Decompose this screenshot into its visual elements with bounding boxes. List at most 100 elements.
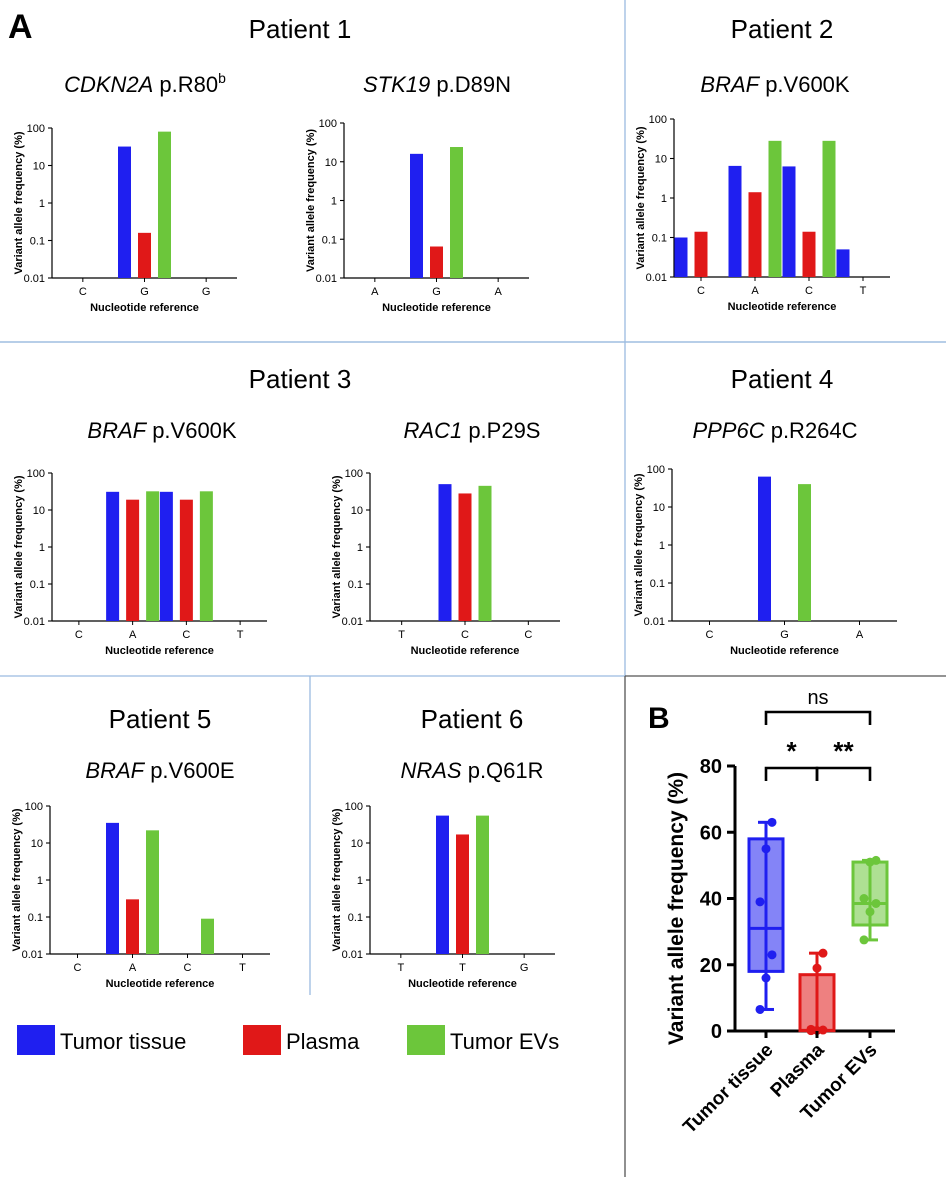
bar-tumor-evs [478,485,492,621]
y-tick-label: 0.1 [28,912,43,924]
y-tick-label: 0.1 [30,579,45,591]
mutation-label: p.Q61R [462,758,544,783]
bar-tumor-evs [822,140,836,277]
y-tick-label: 0.01 [24,273,45,285]
x-tick-label: A [494,286,502,298]
mutation-label: p.V600K [146,418,237,443]
y-tick-label: 0.1 [30,236,45,248]
data-point [865,907,875,917]
y-axis-label: Variant allele frequency (%) [11,808,23,951]
y-axis-label: Variant allele frequency (%) [13,131,25,274]
patient-title: Patient 2 [731,14,834,44]
data-point [806,1024,816,1034]
bar-tumor-evs [450,147,463,278]
x-tick-label: A [371,286,379,298]
patient-title: Patient 6 [421,704,524,734]
chart-title: BRAF p.V600E [85,758,234,783]
bar-tumor-tissue [410,153,423,278]
chart-title: RAC1 p.P29S [404,418,541,443]
y-tick-label: 60 [700,822,722,844]
y-tick-label: 0.01 [22,949,43,961]
bar-plasma [138,232,151,278]
y-tick-label: 10 [351,838,363,850]
panel-label-a: A [8,8,33,46]
bar-plasma [456,834,469,954]
chart-title: CDKN2A p.R80b [64,70,226,97]
x-axis-label: Nucleotide reference [728,301,837,313]
gene-name: BRAF [87,418,147,443]
x-tick-label: Tumor tissue [679,1040,777,1138]
y-tick-label: 1 [661,193,667,205]
bar-plasma [694,231,708,277]
bar-plasma [179,499,193,621]
chart-title: PPP6C p.R264C [692,418,857,443]
x-axis-label: Nucleotide reference [106,978,215,990]
legend-swatch-evs [407,1025,445,1055]
y-tick-label: 0.1 [348,579,363,591]
bar-tumor-tissue [118,146,131,278]
panel-label-b: B [648,702,670,735]
data-point [818,948,828,958]
chart-title: STK19 p.D89N [363,72,511,97]
data-point [767,950,777,960]
y-tick-label: 0.01 [316,273,337,285]
significance-label: ** [833,736,854,766]
x-tick-label: A [856,629,864,641]
y-tick-label: 0.01 [646,272,667,284]
x-axis-label: Nucleotide reference [730,645,839,657]
bar-tumor-tissue [782,166,796,277]
y-tick-label: 100 [649,114,667,126]
y-tick-label: 10 [351,505,363,517]
mutation-label: p.V600E [144,758,235,783]
chart-title: NRAS p.Q61R [400,758,543,783]
patient-title: Patient 3 [249,364,352,394]
bar-plasma [126,499,140,621]
gene-name: NRAS [400,758,461,783]
y-axis-label: Variant allele frequency (%) [633,473,645,616]
x-tick-label: C [461,629,469,641]
y-tick-label: 10 [653,502,665,514]
x-tick-label: C [697,285,705,297]
gene-name: RAC1 [404,418,463,443]
x-axis-label: Nucleotide reference [411,645,520,657]
mutation-label: p.P29S [462,418,540,443]
patient-title: Patient 1 [249,14,352,44]
y-tick-label: 80 [700,756,722,778]
y-tick-label: 1 [39,542,45,554]
legend-label: Tumor EVs [450,1029,559,1054]
data-point [818,1025,828,1035]
data-point [755,1004,765,1014]
x-tick-label: C [74,962,82,974]
bar-tumor-evs [199,491,213,621]
significance-bracket [815,766,872,781]
x-tick-label: G [202,286,211,298]
bar-plasma [802,231,816,277]
y-tick-label: 0.1 [652,233,667,245]
x-tick-label: T [397,962,404,974]
data-point [761,844,771,854]
bar-tumor-tissue [438,484,452,621]
mutation-label: p.R80 [153,72,218,97]
x-tick-label: A [129,962,137,974]
significance-label: ns [807,687,828,709]
bar-tumor-evs [146,491,160,621]
y-axis-label: Variant allele frequency (%) [331,475,343,618]
mutation-label: p.D89N [430,72,511,97]
y-tick-label: 1 [659,540,665,552]
chart-title: BRAF p.V600K [700,72,850,97]
x-tick-label: A [129,629,137,641]
y-tick-label: 0.01 [644,616,665,628]
gene-name: STK19 [363,72,430,97]
box-plot: 0 20 40 60 80 Variant allele frequency (%)Tum… [665,687,895,1138]
bar-tumor-evs [201,918,214,954]
y-tick-label: 10 [655,154,667,166]
x-tick-label: G [432,286,441,298]
y-tick-label: 100 [319,118,337,130]
y-tick-label: 100 [25,801,43,813]
